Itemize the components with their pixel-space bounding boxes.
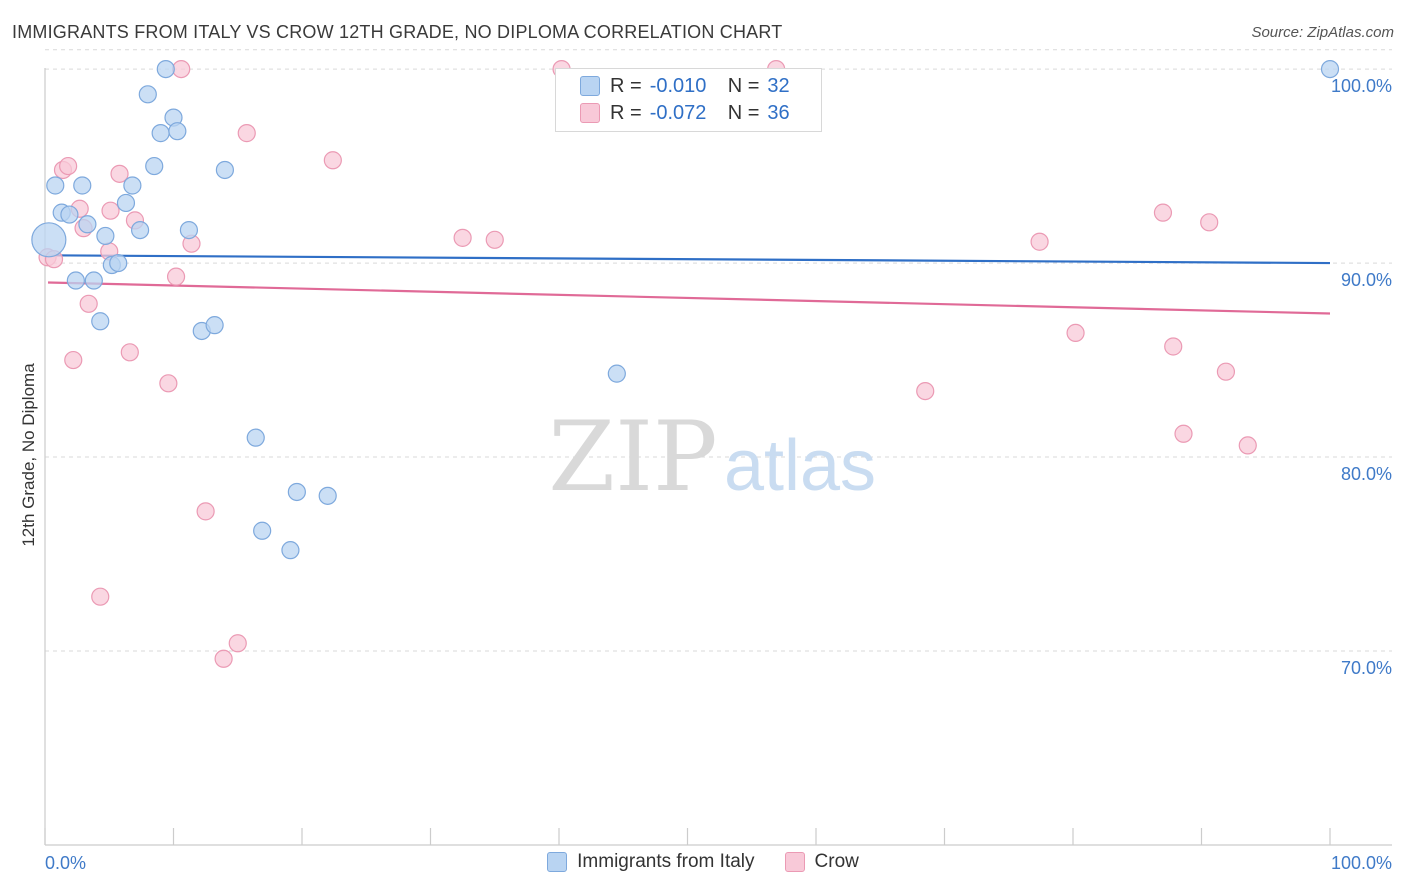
point-italy [78, 215, 97, 234]
point-italy [281, 541, 300, 560]
watermark-atlas: atlas [724, 426, 876, 506]
point-crow [159, 374, 178, 393]
series-legend: Immigrants from Italy Crow [0, 851, 1406, 873]
point-crow [1066, 323, 1085, 343]
watermark: ZIP atlas [548, 401, 876, 513]
point-crow [1238, 436, 1257, 455]
legend-n-value: 32 [767, 74, 790, 97]
point-italy [130, 220, 150, 240]
point-italy [31, 222, 67, 258]
y-axis-label: 12th Grade, No Diploma [19, 363, 38, 547]
point-italy [205, 316, 224, 335]
legend-label-crow: Crow [814, 851, 859, 872]
point-italy [253, 521, 272, 540]
chart-title: IMMIGRANTS FROM ITALY VS CROW 12TH GRADE… [12, 22, 783, 42]
point-italy [151, 124, 170, 143]
legend-swatch-crow [784, 852, 805, 872]
point-italy [215, 160, 234, 180]
point-crow [1153, 203, 1173, 222]
point-crow [1164, 337, 1183, 356]
point-crow [196, 502, 215, 521]
tick-labels: 70.0% 80.0% 90.0% 100.0% 0.0% 100.0% 12th Grad… [19, 76, 1392, 873]
point-crow [485, 230, 504, 249]
point-crow [166, 267, 186, 286]
point-italy [96, 226, 115, 246]
legend-r-label: R = [610, 101, 642, 124]
legend-swatch-crow [580, 103, 600, 123]
point-crow [228, 634, 247, 653]
point-crow [1216, 362, 1236, 381]
axes [44, 68, 1392, 846]
point-italy [91, 312, 110, 331]
legend-n-value: 36 [767, 101, 790, 124]
point-crow [323, 151, 342, 170]
point-crow [120, 343, 139, 362]
point-italy [46, 176, 65, 195]
point-crow [916, 381, 935, 401]
legend-row-crow: R = -0.072 N = 36 [580, 101, 790, 125]
trend-lines [47, 254, 1331, 315]
point-crow [214, 649, 233, 668]
legend-item-italy: Immigrants from Italy [547, 851, 755, 873]
x-tick-label: 0.0% [45, 853, 86, 873]
legend-label-italy: Immigrants from Italy [577, 851, 755, 872]
point-crow [1030, 232, 1049, 251]
legend-swatch-italy [547, 852, 568, 872]
point-crow [59, 156, 78, 176]
y-tick-label: 90.0% [1341, 270, 1392, 290]
point-italy [607, 364, 626, 383]
y-tick-label: 100.0% [1331, 76, 1392, 96]
point-crow [172, 59, 191, 79]
point-crow [237, 124, 256, 143]
legend-r-value: -0.072 [649, 101, 707, 124]
stats-legend: R = -0.010 N = 32 R = -0.072 N = 36 [555, 68, 822, 132]
point-crow [91, 587, 110, 606]
point-italy [123, 176, 142, 195]
point-italy [246, 428, 265, 447]
x-tick-label: 100.0% [1331, 853, 1392, 873]
point-crow [1174, 424, 1193, 443]
point-italy [138, 85, 157, 104]
point-crow [64, 350, 83, 370]
point-italy [145, 156, 164, 176]
y-tick-label: 80.0% [1341, 464, 1392, 484]
point-crow [453, 228, 472, 247]
trend-line-italy [47, 254, 1331, 265]
point-italy [116, 193, 136, 213]
y-tick-label: 70.0% [1341, 658, 1392, 678]
legend-n-label: N = [727, 101, 760, 124]
legend-r-label: R = [610, 74, 642, 97]
point-italy [179, 220, 199, 240]
point-italy [156, 59, 175, 79]
point-crow [79, 294, 98, 313]
point-italy [1320, 59, 1340, 79]
point-italy [168, 122, 187, 141]
point-crow [1200, 213, 1219, 232]
watermark-zip: ZIP [548, 401, 717, 513]
legend-swatch-italy [580, 76, 600, 96]
point-italy [73, 176, 92, 195]
data-points [31, 59, 1340, 668]
legend-n-label: N = [727, 74, 760, 97]
point-italy [109, 253, 128, 273]
point-italy [287, 482, 306, 502]
legend-row-italy: R = -0.010 N = 32 [580, 74, 790, 98]
legend-item-crow: Crow [784, 851, 859, 873]
point-italy [66, 271, 85, 290]
point-crow [101, 201, 120, 220]
point-italy [318, 486, 337, 505]
point-italy [84, 271, 103, 290]
legend-r-value: -0.010 [649, 74, 707, 97]
point-italy [60, 205, 79, 224]
trend-line-crow [47, 281, 1331, 315]
point-crow [110, 164, 129, 183]
source-label: Source: ZipAtlas.com [1251, 24, 1394, 41]
